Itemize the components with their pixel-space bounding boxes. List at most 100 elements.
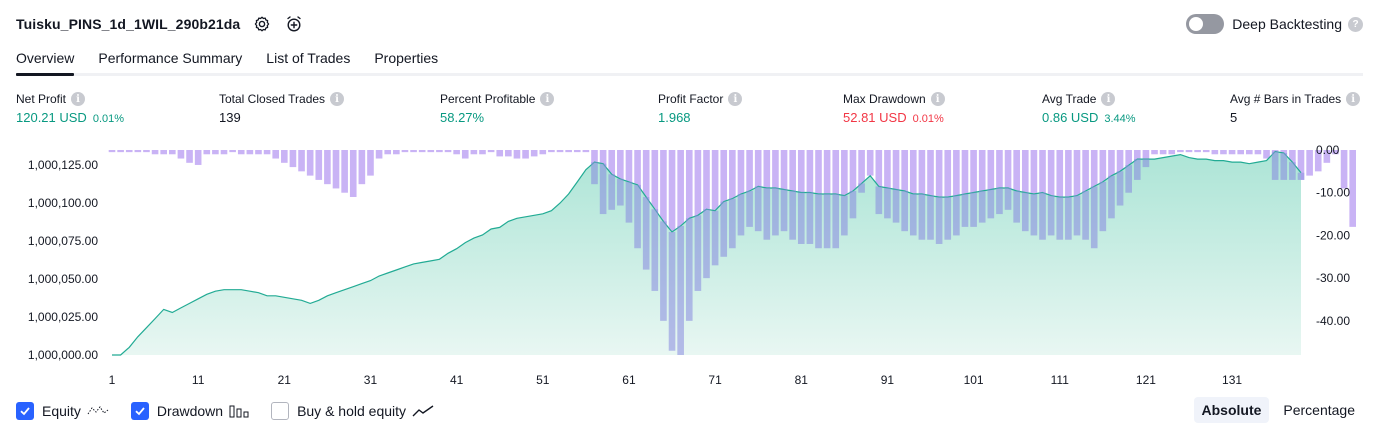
drawdown-bar: [177, 150, 185, 159]
drawdown-overlap-bar: [815, 194, 822, 249]
info-icon[interactable]: i: [930, 92, 945, 106]
metric-label: Percent Profitable: [440, 92, 536, 106]
drawdown-bar: [393, 150, 400, 155]
drawdown-overlap-bar: [711, 210, 719, 266]
drawdown-overlap-bar: [1021, 192, 1029, 232]
info-icon[interactable]: i: [728, 92, 743, 106]
toggle-knob: [1189, 17, 1204, 31]
drawdown-overlap-bar: [780, 189, 788, 232]
drawdown-bar: [479, 150, 486, 155]
metric-percent-profitable: Percent Profitable i 58.27%: [440, 92, 555, 125]
drawdown-bar: [978, 150, 986, 223]
equity-line-icon: [87, 404, 109, 418]
right-axis-tick-label: -30.00: [1316, 271, 1350, 285]
drawdown-bar: [866, 150, 874, 176]
metric-value: 139: [219, 110, 241, 125]
checkbox-checked-icon[interactable]: [16, 402, 34, 420]
x-axis-tick-label: 71: [708, 373, 722, 387]
drawdown-bar: [1056, 150, 1064, 240]
drawdown-bar: [746, 150, 753, 227]
x-axis-tick-label: 31: [364, 373, 378, 387]
checkbox-unchecked-icon[interactable]: [271, 402, 290, 420]
drawdown-overlap-bar: [642, 197, 650, 270]
info-icon[interactable]: i: [71, 92, 86, 106]
drawdown-bar: [565, 150, 572, 153]
tab-properties[interactable]: Properties: [374, 50, 439, 66]
mode-absolute-button[interactable]: Absolute: [1193, 397, 1270, 423]
deep-backtesting-control: Deep Backtesting ?: [1186, 12, 1363, 36]
drawdown-bar: [513, 150, 521, 159]
gear-icon[interactable]: [252, 14, 272, 34]
deep-backtesting-label: Deep Backtesting: [1232, 16, 1342, 32]
drawdown-bar: [436, 150, 443, 153]
drawdown-overlap-bar: [961, 194, 969, 227]
drawdown-bar: [487, 150, 495, 153]
left-axis-tick-label: 1,000,000.00: [28, 348, 98, 362]
info-icon[interactable]: i: [1101, 92, 1116, 106]
metric-label: Avg # Bars in Trades: [1230, 92, 1342, 106]
metric-avg-trade: Avg Trade i 0.86 USD 3.44%: [1042, 92, 1136, 125]
drawdown-bar: [194, 150, 202, 165]
tab-performance-summary[interactable]: Performance Summary: [98, 50, 243, 66]
drawdown-bar: [1211, 150, 1219, 155]
metric-total-closed-trades: Total Closed Trades i 139: [219, 92, 345, 125]
drawdown-bar: [470, 150, 478, 155]
alarm-add-icon[interactable]: [284, 14, 304, 34]
legend-buy-hold[interactable]: Buy & hold equity: [271, 402, 434, 420]
drawdown-overlap-bar: [763, 187, 771, 240]
drawdown-overlap-bar: [625, 181, 633, 223]
drawdown-bar: [1237, 150, 1244, 155]
mode-percentage-button[interactable]: Percentage: [1283, 402, 1355, 418]
drawdown-bar: [1065, 150, 1072, 240]
x-axis-tick-label: 111: [1051, 373, 1070, 387]
metric-value: 1.968: [658, 110, 691, 125]
help-icon[interactable]: ?: [1348, 16, 1363, 32]
drawdown-bar: [548, 150, 555, 153]
drawdown-overlap-bar: [617, 178, 624, 206]
info-icon[interactable]: i: [540, 92, 555, 106]
buy-hold-line-icon: [412, 404, 434, 418]
drawdown-overlap-bar: [901, 191, 908, 232]
checkbox-checked-icon[interactable]: [130, 402, 149, 420]
drawdown-overlap-bar: [978, 191, 986, 223]
legend-label: Equity: [42, 403, 81, 419]
drawdown-overlap-bar: [849, 191, 857, 219]
drawdown-bar: [186, 150, 193, 163]
drawdown-overlap-bar: [703, 209, 710, 279]
drawdown-bar: [556, 150, 564, 153]
metric-sub: 0.01%: [92, 113, 125, 125]
chart-legend: Equity Drawdown Buy & hold equity: [16, 400, 456, 422]
x-axis-tick-label: 121: [1136, 373, 1156, 387]
drawdown-overlap-bar: [1065, 197, 1072, 240]
drawdown-bar: [1340, 150, 1348, 189]
legend-drawdown[interactable]: Drawdown: [130, 402, 249, 420]
drawdown-bar: [117, 150, 124, 153]
legend-label: Drawdown: [156, 403, 224, 419]
drawdown-overlap-bar: [634, 184, 641, 249]
drawdown-overlap-bar: [927, 195, 934, 240]
x-axis: 1 11 21 31 41 51 61 71 81 91 101 111 121 131: [109, 373, 1243, 387]
x-axis-tick-label: 61: [622, 373, 636, 387]
drawdown-bar: [1151, 150, 1158, 155]
info-icon[interactable]: i: [330, 92, 345, 106]
drawdown-bars-icon: [229, 404, 249, 418]
left-axis-tick-label: 1,000,075.00: [28, 234, 98, 248]
drawdown-bar: [341, 150, 348, 193]
right-axis: 0.00 -10.00 -20.00 -30.00 -40.00: [1316, 143, 1350, 328]
x-axis-tick-label: 101: [964, 373, 984, 387]
drawdown-overlap-bar: [1297, 172, 1305, 180]
info-icon[interactable]: i: [1346, 92, 1361, 106]
metric-value: 120.21 USD: [16, 110, 87, 125]
x-axis-tick-label: 11: [192, 373, 205, 387]
drawdown-bar: [996, 150, 1003, 215]
drawdown-overlap-bar: [608, 174, 616, 210]
tab-overview[interactable]: Overview: [16, 44, 75, 76]
drawdown-bar: [281, 150, 288, 163]
drawdown-bar: [505, 150, 512, 157]
drawdown-bar: [737, 150, 745, 236]
tab-list-of-trades[interactable]: List of Trades: [266, 50, 351, 66]
legend-equity[interactable]: Equity: [16, 402, 109, 420]
deep-backtesting-toggle[interactable]: [1186, 14, 1225, 34]
drawdown-bar: [1228, 150, 1236, 155]
drawdown-bar: [582, 150, 590, 153]
